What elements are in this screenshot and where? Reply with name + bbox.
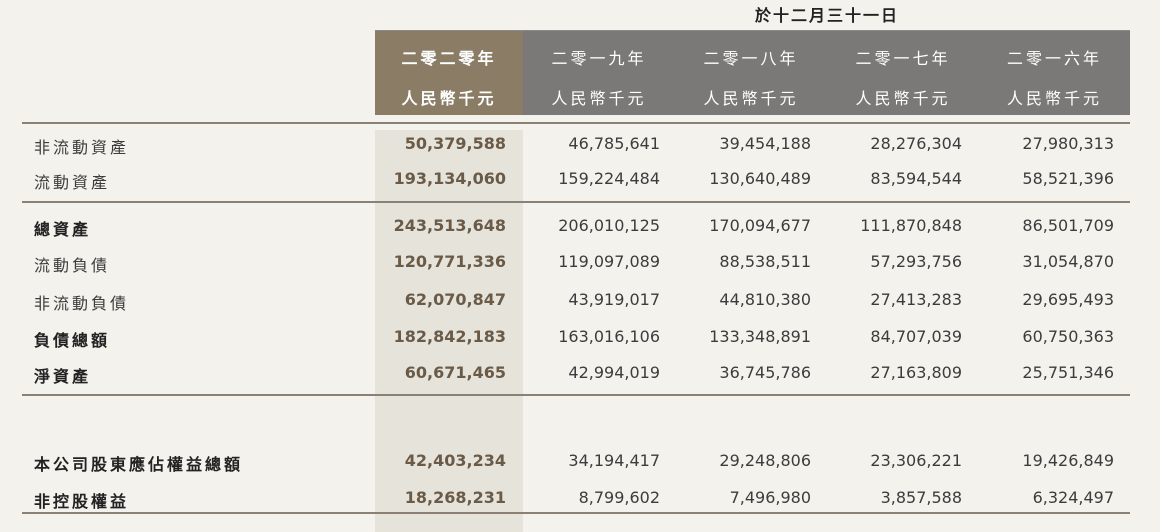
column-unit: 人民幣千元 (703, 89, 799, 108)
value-2020: 193,134,060 (393, 169, 506, 188)
value-2016: 19,426,849 (1022, 451, 1114, 470)
row-label: 流動負債 (34, 256, 111, 275)
value-2020: 60,671,465 (404, 363, 506, 382)
value-2019: 119,097,089 (558, 252, 660, 271)
value-2017: 111,870,848 (860, 216, 962, 235)
value-2017: 3,857,588 (880, 488, 962, 507)
value-2019: 206,010,125 (558, 216, 660, 235)
column-unit: 人民幣千元 (855, 89, 951, 108)
column-year: 二零一八年 (703, 49, 799, 68)
value-2020: 182,842,183 (393, 327, 506, 346)
section-rule (22, 394, 1130, 396)
column-unit: 人民幣千元 (401, 89, 497, 108)
section-rule (22, 201, 1130, 203)
value-2020: 50,379,588 (404, 134, 506, 153)
column-header-2018: 二零一八年 人民幣千元 (675, 31, 827, 115)
value-2018: 44,810,380 (719, 290, 811, 309)
value-2020: 243,513,648 (393, 216, 506, 235)
value-2016: 29,695,493 (1022, 290, 1114, 309)
column-header-2019: 二零一九年 人民幣千元 (523, 31, 675, 115)
value-2018: 29,248,806 (719, 451, 811, 470)
table-row: 非控股權益 18,268,231 8,799,602 7,496,980 3,8… (0, 483, 1160, 515)
value-2018: 36,745,786 (719, 363, 811, 382)
value-2018: 7,496,980 (729, 488, 811, 507)
value-2019: 34,194,417 (568, 451, 660, 470)
value-2017: 23,306,221 (870, 451, 962, 470)
header-rule (22, 122, 1130, 124)
value-2019: 8,799,602 (578, 488, 660, 507)
period-divider (375, 30, 1130, 31)
value-2017: 27,413,283 (870, 290, 962, 309)
column-year: 二零二零年 (401, 49, 497, 68)
value-2017: 83,594,544 (870, 169, 962, 188)
value-2019: 46,785,641 (568, 134, 660, 153)
value-2017: 57,293,756 (870, 252, 962, 271)
value-2018: 39,454,188 (719, 134, 811, 153)
value-2019: 43,919,017 (568, 290, 660, 309)
value-2020: 120,771,336 (393, 252, 506, 271)
value-2018: 133,348,891 (709, 327, 811, 346)
row-label: 非控股權益 (34, 492, 130, 511)
value-2020: 62,070,847 (404, 290, 506, 309)
value-2016: 25,751,346 (1022, 363, 1114, 382)
value-2016: 58,521,396 (1022, 169, 1114, 188)
value-2016: 6,324,497 (1032, 488, 1114, 507)
value-2016: 86,501,709 (1022, 216, 1114, 235)
column-unit: 人民幣千元 (551, 89, 647, 108)
column-unit: 人民幣千元 (1006, 89, 1102, 108)
value-2017: 27,163,809 (870, 363, 962, 382)
current-year-column-band (375, 130, 523, 532)
value-2020: 18,268,231 (404, 488, 506, 507)
period-heading: 於十二月三十一日 (754, 6, 899, 25)
column-header-2017: 二零一七年 人民幣千元 (827, 31, 979, 115)
value-2019: 42,994,019 (568, 363, 660, 382)
value-2017: 84,707,039 (870, 327, 962, 346)
row-label: 流動資產 (34, 173, 111, 192)
table-row: 非流動資產 50,379,588 46,785,641 39,454,188 2… (0, 129, 1160, 161)
table-row: 總資產 243,513,648 206,010,125 170,094,677 … (0, 211, 1160, 243)
footer-rule (22, 512, 1130, 514)
row-label: 本公司股東應佔權益總額 (34, 455, 244, 474)
table-row: 負債總額 182,842,183 163,016,106 133,348,891… (0, 322, 1160, 354)
table-row: 流動資產 193,134,060 159,224,484 130,640,489… (0, 164, 1160, 196)
value-2016: 31,054,870 (1022, 252, 1114, 271)
value-2019: 159,224,484 (558, 169, 660, 188)
row-label: 淨資產 (34, 367, 92, 386)
column-header-2020: 二零二零年 人民幣千元 (375, 31, 523, 115)
value-2018: 170,094,677 (709, 216, 811, 235)
value-2018: 88,538,511 (719, 252, 811, 271)
row-label: 非流動負債 (34, 294, 130, 313)
value-2017: 28,276,304 (870, 134, 962, 153)
row-label: 總資產 (34, 220, 92, 239)
row-label: 非流動資產 (34, 138, 130, 157)
column-year: 二零一九年 (551, 49, 647, 68)
table-row: 本公司股東應佔權益總額 42,403,234 34,194,417 29,248… (0, 446, 1160, 478)
value-2020: 42,403,234 (404, 451, 506, 470)
row-label: 負債總額 (34, 331, 111, 350)
value-2018: 130,640,489 (709, 169, 811, 188)
value-2016: 60,750,363 (1022, 327, 1114, 346)
column-year: 二零一六年 (1006, 49, 1102, 68)
table-row: 淨資產 60,671,465 42,994,019 36,745,786 27,… (0, 358, 1160, 390)
table-row: 非流動負債 62,070,847 43,919,017 44,810,380 2… (0, 285, 1160, 317)
column-year: 二零一七年 (855, 49, 951, 68)
column-header-2016: 二零一六年 人民幣千元 (979, 31, 1130, 115)
table-row: 流動負債 120,771,336 119,097,089 88,538,511 … (0, 247, 1160, 279)
value-2019: 163,016,106 (558, 327, 660, 346)
value-2016: 27,980,313 (1022, 134, 1114, 153)
